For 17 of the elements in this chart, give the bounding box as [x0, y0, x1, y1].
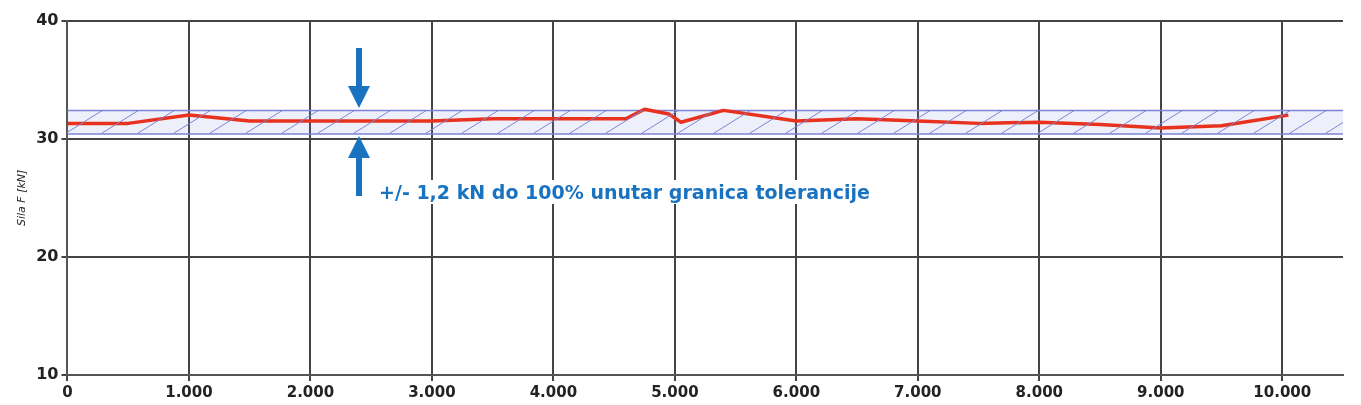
- x-tick-label: 1.000: [165, 382, 213, 401]
- y-tick-label: 40: [36, 9, 59, 29]
- x-tick-label: 7.000: [894, 382, 942, 401]
- x-tick-label: 9.000: [1137, 382, 1185, 401]
- annotation: +/- 1,2 kN do 100% unutar granica tolerancije: [375, 180, 874, 204]
- x-tick-label: 0: [62, 382, 73, 401]
- x-tick-label: 5.000: [651, 382, 699, 401]
- x-tick-label: 3.000: [408, 382, 456, 401]
- x-tick-label: 4.000: [529, 382, 578, 401]
- x-tick-label: 2.000: [286, 382, 335, 401]
- x-tick-label: 10.000: [1253, 382, 1312, 401]
- x-tick-label: 6.000: [772, 382, 821, 401]
- y-tick-label: 30: [36, 127, 59, 147]
- y-tick-label: 20: [36, 246, 59, 266]
- x-tick-label: 8.000: [1015, 382, 1064, 401]
- y-tick-label: 10: [36, 364, 59, 384]
- y-axis-title: Sila F [kN]: [15, 169, 29, 226]
